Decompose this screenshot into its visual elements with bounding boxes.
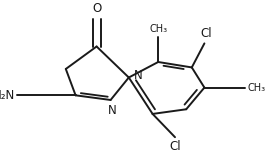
Text: CH₃: CH₃	[149, 24, 167, 34]
Text: O: O	[92, 2, 101, 15]
Text: CH₃: CH₃	[248, 83, 266, 93]
Text: N: N	[134, 69, 143, 82]
Text: H₂N: H₂N	[0, 89, 15, 102]
Text: Cl: Cl	[200, 27, 212, 40]
Text: Cl: Cl	[169, 140, 181, 153]
Text: N: N	[108, 104, 116, 117]
